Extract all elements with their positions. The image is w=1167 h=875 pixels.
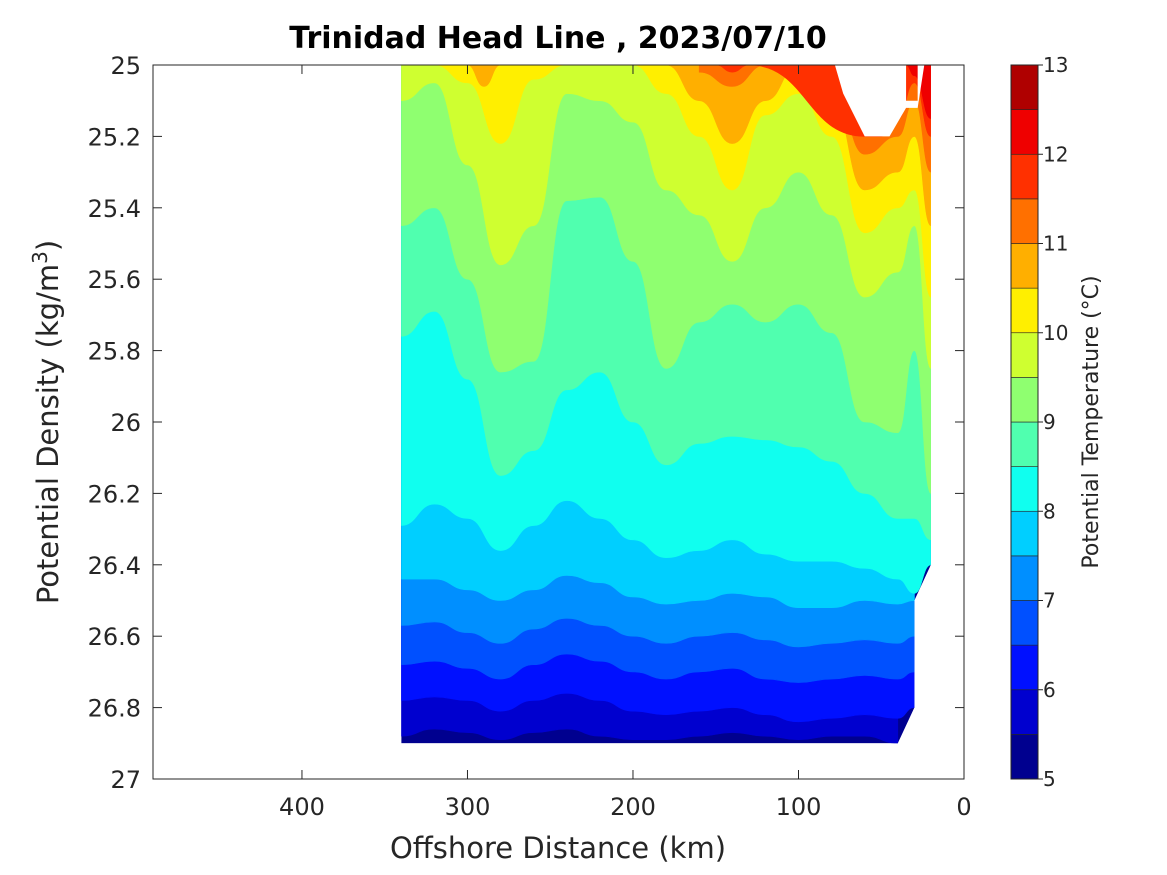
colorbar-segment: [1010, 466, 1039, 512]
x-tick-label: 300: [445, 793, 491, 821]
colorbar-segment: [1010, 332, 1039, 378]
colorbar-segment: [1010, 377, 1039, 423]
colorbar-tick-label: 13: [1043, 53, 1068, 77]
x-tick-label: 400: [279, 793, 325, 821]
y-tick-label: 25.4: [88, 195, 141, 223]
y-tick-label: 25.2: [88, 123, 141, 151]
y-axis-label: Potential Density (kg/m3): [28, 240, 65, 604]
y-tick-label: 25.6: [88, 266, 141, 294]
colorbar-tick-label: 12: [1043, 142, 1068, 166]
colorbar: 5 6 7 8 9 10 11 12 13: [1010, 53, 1068, 791]
colorbar-segment: [1010, 689, 1039, 735]
y-axis-label-end: ): [31, 240, 65, 251]
y-axis: 25 25.2 25.4 25.6 25.8 26 26.2 26.4 26.6 26.8 27: [88, 52, 964, 794]
colorbar-segment: [1010, 510, 1039, 557]
x-tick-label: 200: [610, 793, 656, 821]
colorbar-segment: [1010, 109, 1039, 155]
x-tick-label: 0: [956, 793, 971, 821]
y-tick-label: 26.8: [88, 695, 141, 723]
colorbar-tick-label: 7: [1043, 589, 1056, 613]
colorbar-segment: [1010, 198, 1039, 244]
y-axis-label-main: Potential Density (kg/m: [31, 264, 65, 604]
x-axis: 400 300 200 100 0: [279, 65, 972, 821]
colorbar-tick-label: 8: [1043, 499, 1056, 523]
colorbar-label: Potential Temperature (°C): [1079, 275, 1104, 568]
colorbar-tick-label: 5: [1043, 767, 1056, 791]
colorbar-segment: [1010, 555, 1039, 601]
y-tick-label: 25: [110, 52, 141, 80]
missing-data-cutout: [834, 65, 925, 137]
colorbar-segment: [1010, 243, 1039, 289]
y-tick-label: 26.6: [88, 623, 141, 651]
colorbar-segment: [1010, 421, 1039, 467]
y-tick-label: 26.4: [88, 552, 141, 580]
band-fill-9-5: [401, 65, 931, 369]
colorbar-segment: [1010, 153, 1039, 200]
y-axis-label-sup: 3: [28, 251, 52, 264]
colorbar-segment: [1010, 64, 1039, 110]
x-axis-label: Offshore Distance (km): [390, 831, 726, 865]
colorbar-segment: [1010, 734, 1039, 780]
colorbar-segment: [1010, 287, 1039, 334]
x-tick-label: 100: [776, 793, 822, 821]
chart-title: Trinidad Head Line , 2023/07/10: [289, 21, 826, 56]
colorbar-tick-label: 10: [1043, 321, 1068, 345]
y-tick-label: 26.2: [88, 480, 141, 508]
colorbar-tick-label: 6: [1043, 678, 1056, 702]
contour-bands: [401, 65, 931, 744]
colorbar-tick-label: 9: [1043, 410, 1056, 434]
y-tick-label: 26: [110, 409, 141, 437]
colorbar-tick-label: 11: [1043, 232, 1068, 256]
y-tick-label: 25.8: [88, 338, 141, 366]
colorbar-segment: [1010, 600, 1039, 646]
y-tick-label: 27: [110, 766, 141, 794]
colorbar-segment: [1010, 644, 1039, 691]
